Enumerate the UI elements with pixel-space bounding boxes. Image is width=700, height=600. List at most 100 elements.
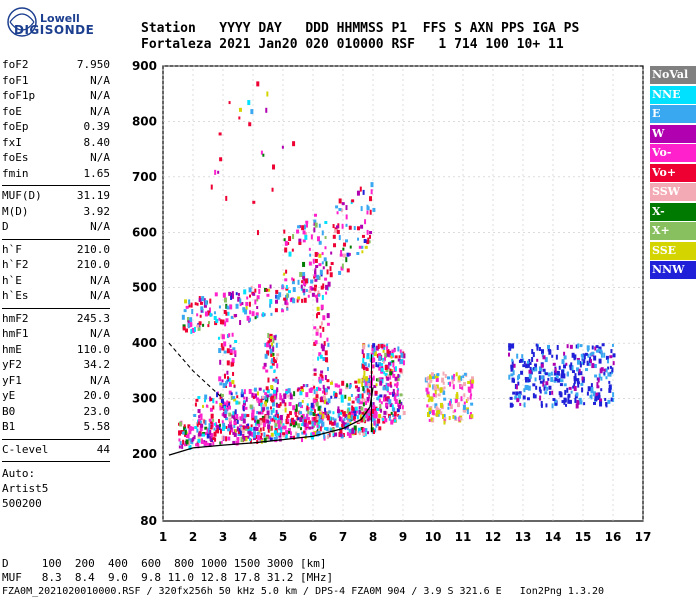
echo-point [236,426,239,432]
echo-point [346,252,350,257]
echo-point [348,432,352,438]
echo-point [391,408,395,412]
echo-point [315,394,319,399]
echo-point [363,427,366,432]
echo-point [470,393,473,397]
echo-point [227,436,231,441]
echo-point [305,433,308,438]
y-tick-label: 500 [132,281,157,295]
echo-point [295,404,298,410]
echo-point [591,363,595,369]
echo-point [302,239,306,243]
echo-point [543,384,547,389]
echo-point [514,395,518,400]
echo-point [340,208,343,213]
echo-point [314,284,318,288]
echo-point [579,371,583,376]
echo-point [316,306,320,311]
echo-point [367,399,370,403]
echo-point [263,432,266,438]
echo-point [260,435,263,439]
echo-point [346,383,349,388]
echo-point [305,223,308,228]
echo-point [254,420,258,426]
legend-item-noval: NoVal [650,66,696,84]
param-row-fof1: foF1 N/A [2,74,112,90]
param-row-d: D N/A [2,220,112,236]
echo-point [246,315,250,321]
param-value: 44 [96,442,110,456]
logo-text-digisonde: DIGISONDE [14,23,95,37]
echo-point [188,444,192,450]
echo-point [551,354,554,358]
echo-point [512,370,515,376]
x-tick-label: 14 [545,530,562,544]
echo-point [361,349,364,355]
echo-point [372,207,376,212]
echo-point [359,186,362,192]
echo-point [361,397,364,402]
echo-point [212,398,215,404]
echo-point [286,413,290,418]
echo-point [447,381,450,385]
echo-point [303,419,307,423]
echo-point [260,410,264,415]
echo-point [265,394,268,400]
echo-point [511,358,514,362]
param-value: 20.0 [83,389,111,402]
echo-point [328,433,331,438]
echo-point [333,418,337,422]
echo-point [570,390,573,394]
echo-point [203,441,207,446]
echo-point [184,299,188,304]
echo-point [555,354,558,360]
echo-point [225,407,229,411]
echo-point [573,379,576,384]
echo-point [253,431,257,437]
echo-point [223,309,227,314]
echo-point [356,226,360,231]
echo-point [241,425,245,431]
echo-point [333,420,336,426]
echo-point [391,360,395,364]
echo-point [300,389,304,393]
echo-point [228,390,232,395]
x-tick-label: 7 [339,530,347,544]
echo-point [451,375,454,380]
echo-point [289,394,293,400]
echo-point [374,406,378,411]
echo-point [292,405,296,411]
echo-point [375,420,378,425]
echo-point [224,409,228,415]
echo-point [528,373,532,379]
echo-point [238,430,242,435]
echo-point [203,431,207,435]
x-tick-label: 16 [605,530,622,544]
param-label: foF2 [2,58,29,71]
echo-point [435,393,438,398]
echo-point [313,416,316,420]
y-tick-label: 700 [132,170,157,184]
echo-point [508,343,512,348]
echo-point [386,397,390,402]
echo-point [224,402,228,406]
echo-point [253,387,257,392]
echo-point [260,150,263,155]
echo-point [339,388,343,392]
echo-point [231,358,235,364]
echo-point [368,375,371,379]
echo-point [313,326,317,330]
echo-point [609,365,612,369]
echo-point [257,411,261,415]
echo-point [232,371,235,376]
echo-point [334,229,338,234]
echo-point [281,145,284,149]
echo-point [263,313,266,317]
echo-point [188,299,191,305]
echo-point [595,349,599,353]
echo-point [275,357,278,361]
echo-point [260,398,263,403]
echo-point [228,333,231,338]
echo-point [313,219,317,223]
echo-point [207,427,210,433]
